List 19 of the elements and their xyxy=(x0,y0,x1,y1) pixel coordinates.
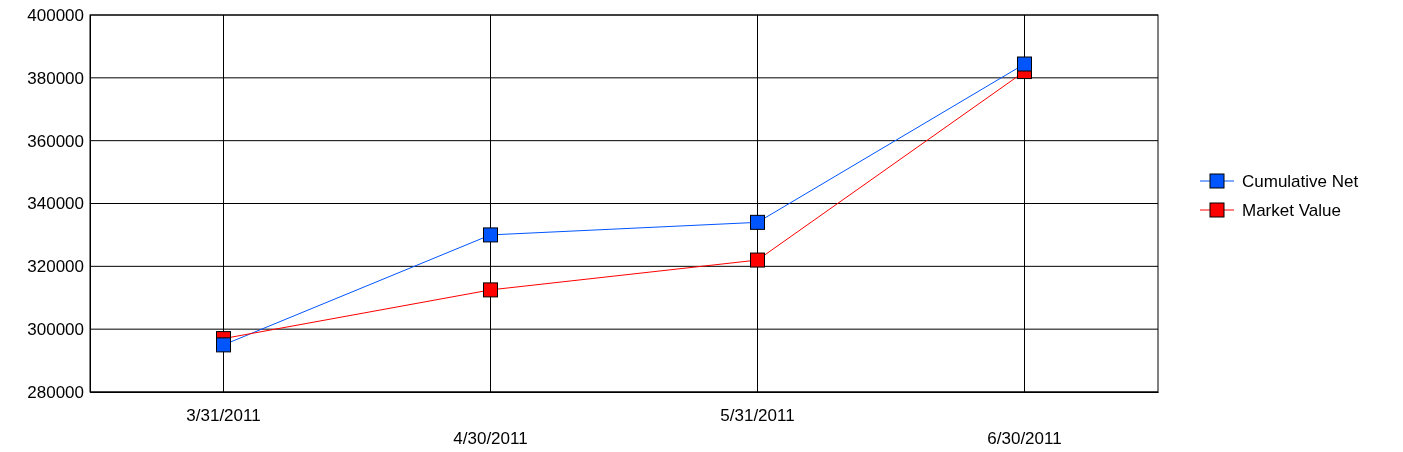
point xyxy=(750,214,765,230)
x-tick-label: 6/30/2011 xyxy=(987,429,1062,449)
y-tick-label: 280000 xyxy=(27,382,84,402)
point xyxy=(216,337,231,353)
x-tick-label: 3/31/2011 xyxy=(186,406,261,426)
y-tick-label: 320000 xyxy=(27,257,84,277)
legend-label: Cumulative Net xyxy=(1242,172,1359,191)
point xyxy=(750,252,765,268)
x-tick-label: 5/31/2011 xyxy=(720,406,795,426)
point xyxy=(1017,56,1032,72)
point xyxy=(483,282,498,298)
y-tick-label: 360000 xyxy=(27,131,84,151)
legend-label: Market Value xyxy=(1242,201,1341,220)
y-tick-label: 340000 xyxy=(27,194,84,214)
y-tick-label: 400000 xyxy=(27,5,84,25)
x-tick-label: 4/30/2011 xyxy=(453,429,528,449)
y-tick-label: 380000 xyxy=(27,68,84,88)
y-tick-label: 300000 xyxy=(27,320,84,340)
point xyxy=(483,227,498,243)
